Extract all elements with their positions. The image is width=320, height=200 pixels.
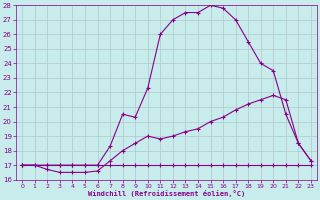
X-axis label: Windchill (Refroidissement éolien,°C): Windchill (Refroidissement éolien,°C) <box>88 190 245 197</box>
